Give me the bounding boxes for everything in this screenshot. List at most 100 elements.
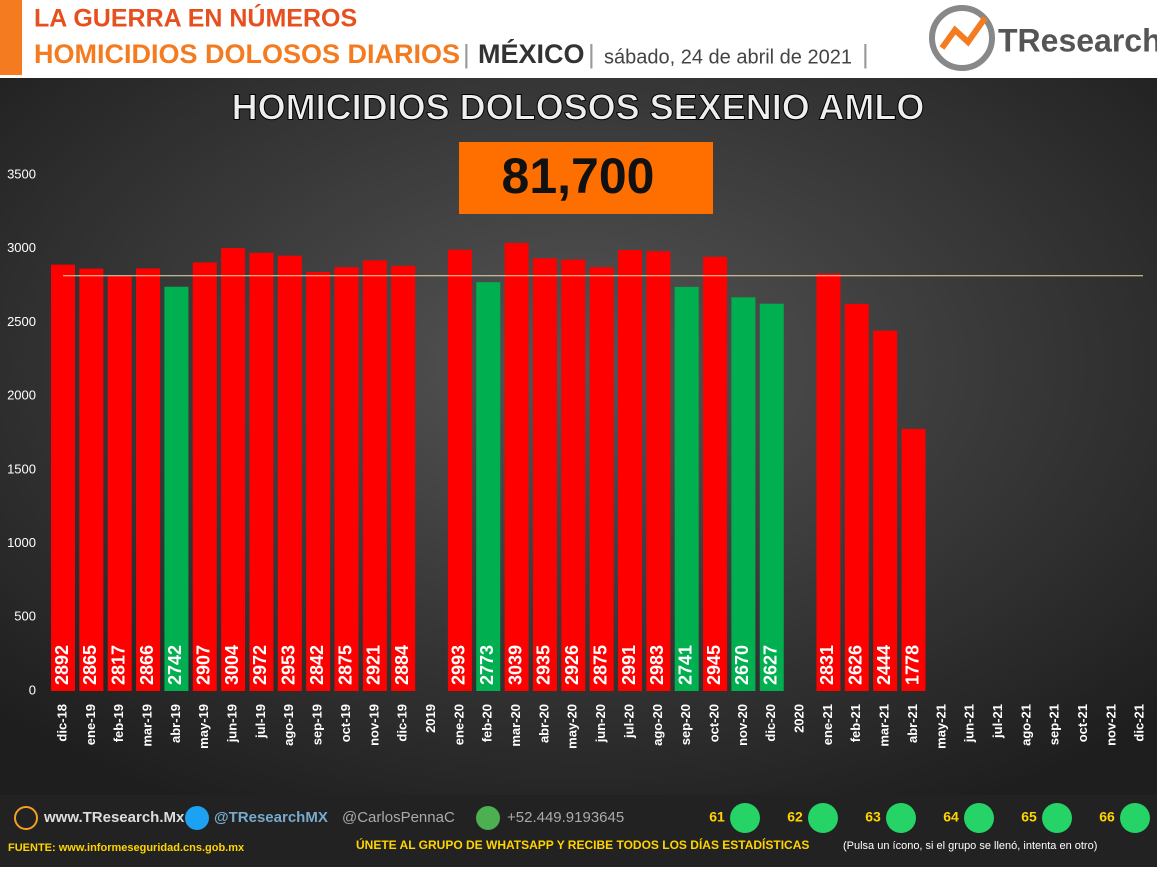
topic: HOMICIDIOS DOLOSOS DIARIOS <box>34 39 460 69</box>
value-label: 2741 <box>675 645 695 685</box>
bar <box>192 262 217 691</box>
place: MÉXICO <box>478 38 585 69</box>
x-tick-label: abr-20 <box>536 704 551 743</box>
bar <box>504 242 529 691</box>
cta-note: (Pulsa un ícono, si el grupo se llenó, i… <box>843 840 1097 852</box>
whatsapp-icon[interactable] <box>808 803 838 833</box>
x-tick-label: dic-20 <box>763 704 778 742</box>
bar <box>79 268 104 691</box>
x-tick-label: jul-20 <box>621 704 636 739</box>
bar <box>844 303 869 691</box>
x-tick-label: may-19 <box>196 704 211 749</box>
value-label: 2907 <box>194 645 214 685</box>
group-number: 65 <box>1021 809 1037 825</box>
bar <box>646 251 671 691</box>
bar <box>136 268 161 691</box>
y-tick-label: 1500 <box>7 461 36 476</box>
value-label: 2884 <box>392 645 412 685</box>
whatsapp-icon[interactable] <box>1042 803 1072 833</box>
whatsapp-icon[interactable] <box>1120 803 1150 833</box>
twitter[interactable]: @TResearchMX <box>214 809 328 826</box>
x-tick-label: nov-19 <box>366 704 381 746</box>
sep: | <box>588 39 595 69</box>
x-tick-label: mar-20 <box>508 704 523 747</box>
bar <box>901 428 926 691</box>
value-label: 2626 <box>846 645 866 685</box>
bar <box>306 272 331 691</box>
value-label: 2953 <box>279 645 299 685</box>
x-tick-label: abr-19 <box>168 704 183 743</box>
value-label: 2842 <box>307 645 327 685</box>
whatsapp-icon[interactable] <box>964 803 994 833</box>
group-number: 62 <box>787 809 803 825</box>
whatsapp-icon[interactable] <box>730 803 760 833</box>
x-tick-label: dic-21 <box>1132 704 1147 742</box>
whatsapp-icon[interactable] <box>886 803 916 833</box>
total-box <box>459 142 713 214</box>
web[interactable]: www.TResearch.Mx <box>43 809 185 826</box>
x-tick-label: oct-21 <box>1075 704 1090 742</box>
bar <box>164 286 189 691</box>
bar <box>476 282 501 691</box>
x-tick-label: oct-20 <box>706 704 721 742</box>
logo-ring <box>929 5 995 71</box>
x-tick-label: may-21 <box>933 704 948 749</box>
x-tick-label: ago-21 <box>1018 704 1033 746</box>
twitter2[interactable]: @CarlosPennaC <box>342 809 455 826</box>
group-number: 63 <box>865 809 881 825</box>
value-label: 2993 <box>449 645 469 685</box>
x-tick-label: ago-19 <box>281 704 296 746</box>
x-tick-label: sep-21 <box>1047 704 1062 745</box>
value-label: 2945 <box>704 645 724 685</box>
x-tick-label: nov-20 <box>735 704 750 746</box>
value-label: 2983 <box>647 645 667 685</box>
x-tick-label: jun-21 <box>962 704 977 743</box>
value-label: 2865 <box>80 645 100 685</box>
bar <box>334 267 359 691</box>
bar <box>561 259 586 691</box>
y-tick-label: 1000 <box>7 535 36 550</box>
bar <box>277 255 302 691</box>
x-tick-label: feb-21 <box>848 704 863 742</box>
bar <box>618 250 642 691</box>
bar <box>221 248 246 691</box>
header-accent <box>0 0 22 75</box>
bar <box>249 252 274 691</box>
value-label: 3004 <box>222 645 242 685</box>
date: sábado, 24 de abril de 2021 <box>604 46 852 68</box>
bar <box>532 258 557 691</box>
bar <box>731 297 756 691</box>
bar <box>51 264 75 691</box>
x-tick-label: ago-20 <box>650 704 665 746</box>
x-tick-label: sep-20 <box>678 704 693 745</box>
x-tick-label: abr-21 <box>905 704 920 743</box>
y-tick-label: 2500 <box>7 314 36 329</box>
cta: ÚNETE AL GRUPO DE WHATSAPP Y RECIBE TODO… <box>356 837 809 852</box>
x-tick-label: ene-21 <box>820 704 835 745</box>
chart-title: HOMICIDIOS DOLOSOS SEXENIO AMLO <box>232 87 925 128</box>
twitter-icon <box>185 806 209 830</box>
x-tick-label: oct-19 <box>338 704 353 742</box>
x-tick-label: feb-19 <box>111 704 126 742</box>
value-label: 1778 <box>902 645 922 685</box>
value-label: 2875 <box>590 645 610 685</box>
sep: | <box>862 39 869 69</box>
group-number: 64 <box>943 809 959 825</box>
x-tick-label: ene-20 <box>451 704 466 745</box>
y-tick-label: 3500 <box>7 166 36 181</box>
y-tick-label: 0 <box>29 682 36 697</box>
x-tick-label: ene-19 <box>83 704 98 745</box>
group-number: 61 <box>709 809 725 825</box>
value-label: 2817 <box>108 645 128 685</box>
x-tick-label: jun-19 <box>225 704 240 743</box>
bar <box>589 267 614 691</box>
bar <box>759 303 784 691</box>
logo-mark <box>939 16 988 50</box>
value-label: 2444 <box>874 645 894 685</box>
bar <box>447 249 472 692</box>
x-tick-label: mar-19 <box>139 704 154 747</box>
value-label: 2926 <box>562 645 582 685</box>
bar <box>391 265 416 691</box>
x-tick-label: may-20 <box>565 704 580 749</box>
